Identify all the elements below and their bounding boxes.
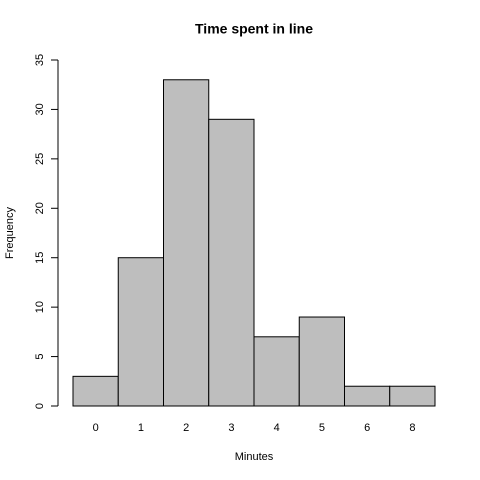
y-tick-label: 20 (34, 202, 46, 214)
x-tick-label: 5 (319, 422, 325, 434)
y-tick-label: 10 (34, 301, 46, 313)
x-tick-label: 4 (274, 422, 280, 434)
y-axis-label: Frequency (4, 207, 16, 259)
x-tick-label: 2 (183, 422, 189, 434)
y-tick-label: 0 (34, 403, 46, 409)
x-tick-label: 0 (93, 422, 99, 434)
bar (344, 385, 391, 407)
bar (253, 336, 300, 407)
y-tick-label: 35 (34, 54, 46, 66)
x-tick-label: 1 (138, 422, 144, 434)
x-tick-label: 6 (364, 422, 370, 434)
bar (163, 79, 210, 407)
y-tick-label: 5 (34, 354, 46, 360)
x-axis-label: Minutes (235, 451, 274, 463)
bar (117, 257, 164, 407)
bar (298, 316, 345, 407)
chart-title: Time spent in line (195, 21, 313, 37)
y-tick-label: 25 (34, 153, 46, 165)
bar (72, 375, 119, 407)
x-tick-label: 3 (228, 422, 234, 434)
bar (208, 118, 255, 407)
x-tick-label: 8 (409, 422, 415, 434)
y-tick-label: 30 (34, 103, 46, 115)
y-tick-label: 15 (34, 252, 46, 264)
bar (389, 385, 436, 407)
